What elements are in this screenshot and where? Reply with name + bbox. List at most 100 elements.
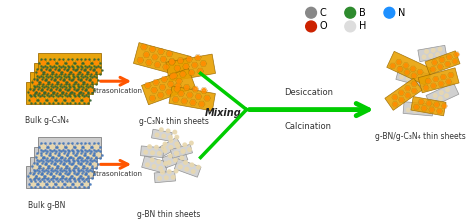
Circle shape bbox=[202, 89, 206, 93]
Circle shape bbox=[197, 165, 200, 169]
Circle shape bbox=[404, 71, 408, 75]
Circle shape bbox=[445, 94, 448, 97]
Circle shape bbox=[56, 78, 61, 82]
Circle shape bbox=[161, 170, 164, 174]
Circle shape bbox=[69, 80, 73, 84]
Circle shape bbox=[43, 68, 47, 73]
Circle shape bbox=[175, 142, 179, 146]
Circle shape bbox=[31, 181, 36, 186]
Circle shape bbox=[173, 97, 178, 101]
Circle shape bbox=[55, 70, 59, 75]
Circle shape bbox=[48, 78, 52, 82]
Circle shape bbox=[205, 96, 209, 100]
Circle shape bbox=[174, 151, 178, 155]
Circle shape bbox=[142, 45, 146, 49]
Circle shape bbox=[42, 80, 46, 84]
Circle shape bbox=[182, 149, 185, 153]
Circle shape bbox=[412, 89, 416, 93]
Circle shape bbox=[39, 162, 44, 167]
Text: Mixing: Mixing bbox=[205, 107, 241, 117]
Polygon shape bbox=[27, 166, 89, 188]
Circle shape bbox=[404, 64, 408, 67]
Circle shape bbox=[29, 90, 34, 94]
Circle shape bbox=[51, 152, 56, 157]
Circle shape bbox=[50, 144, 55, 149]
Circle shape bbox=[83, 181, 89, 186]
Text: Bulk g-C₃N₄: Bulk g-C₃N₄ bbox=[25, 116, 69, 125]
Circle shape bbox=[94, 60, 98, 65]
Circle shape bbox=[138, 58, 142, 62]
Circle shape bbox=[174, 169, 178, 173]
Circle shape bbox=[167, 161, 171, 164]
Circle shape bbox=[411, 67, 415, 71]
Circle shape bbox=[185, 167, 189, 171]
Circle shape bbox=[59, 60, 63, 65]
Circle shape bbox=[433, 94, 437, 97]
Circle shape bbox=[190, 163, 194, 166]
Circle shape bbox=[422, 107, 426, 110]
Circle shape bbox=[92, 78, 96, 82]
Text: g-C₃N₄ thin sheets: g-C₃N₄ thin sheets bbox=[139, 117, 209, 126]
Circle shape bbox=[438, 47, 442, 51]
Circle shape bbox=[181, 150, 185, 153]
Circle shape bbox=[427, 79, 430, 83]
Circle shape bbox=[434, 77, 438, 81]
Circle shape bbox=[82, 90, 87, 94]
Circle shape bbox=[162, 146, 165, 150]
Circle shape bbox=[191, 170, 195, 173]
Circle shape bbox=[83, 78, 87, 82]
Circle shape bbox=[193, 87, 197, 91]
Circle shape bbox=[175, 66, 179, 70]
Circle shape bbox=[61, 172, 66, 176]
Circle shape bbox=[43, 152, 47, 157]
Circle shape bbox=[56, 90, 60, 94]
Circle shape bbox=[179, 91, 183, 95]
Circle shape bbox=[169, 82, 173, 86]
Circle shape bbox=[76, 60, 81, 65]
Polygon shape bbox=[426, 83, 459, 107]
Circle shape bbox=[187, 57, 191, 61]
Circle shape bbox=[62, 88, 66, 92]
Circle shape bbox=[413, 109, 417, 112]
Circle shape bbox=[406, 77, 410, 80]
Circle shape bbox=[432, 100, 436, 103]
Circle shape bbox=[175, 135, 179, 139]
Text: g-BN/g-C₃N₄ thin sheets: g-BN/g-C₃N₄ thin sheets bbox=[375, 132, 466, 141]
Polygon shape bbox=[396, 66, 430, 88]
Circle shape bbox=[58, 144, 64, 149]
Circle shape bbox=[442, 75, 445, 79]
Circle shape bbox=[29, 174, 34, 178]
Polygon shape bbox=[162, 150, 188, 168]
Circle shape bbox=[184, 161, 187, 164]
Circle shape bbox=[420, 109, 424, 113]
Polygon shape bbox=[142, 68, 195, 105]
Circle shape bbox=[47, 174, 52, 178]
Circle shape bbox=[400, 91, 403, 95]
Circle shape bbox=[345, 7, 356, 18]
Circle shape bbox=[78, 68, 82, 73]
Circle shape bbox=[60, 80, 64, 84]
Circle shape bbox=[169, 146, 173, 149]
Circle shape bbox=[167, 90, 171, 94]
Circle shape bbox=[398, 67, 401, 71]
Circle shape bbox=[174, 159, 177, 162]
Circle shape bbox=[55, 154, 59, 159]
Polygon shape bbox=[38, 137, 101, 159]
Circle shape bbox=[405, 71, 409, 74]
Circle shape bbox=[51, 164, 55, 169]
Circle shape bbox=[167, 52, 172, 56]
Circle shape bbox=[439, 82, 443, 85]
Circle shape bbox=[185, 85, 189, 89]
Polygon shape bbox=[27, 82, 89, 104]
Circle shape bbox=[427, 101, 431, 105]
Circle shape bbox=[166, 129, 170, 133]
Circle shape bbox=[151, 151, 154, 155]
Circle shape bbox=[64, 90, 69, 94]
Polygon shape bbox=[30, 157, 93, 178]
Polygon shape bbox=[38, 53, 101, 74]
Circle shape bbox=[86, 80, 91, 84]
Circle shape bbox=[74, 162, 79, 167]
Circle shape bbox=[160, 128, 163, 131]
Circle shape bbox=[159, 50, 163, 54]
Circle shape bbox=[425, 50, 428, 53]
